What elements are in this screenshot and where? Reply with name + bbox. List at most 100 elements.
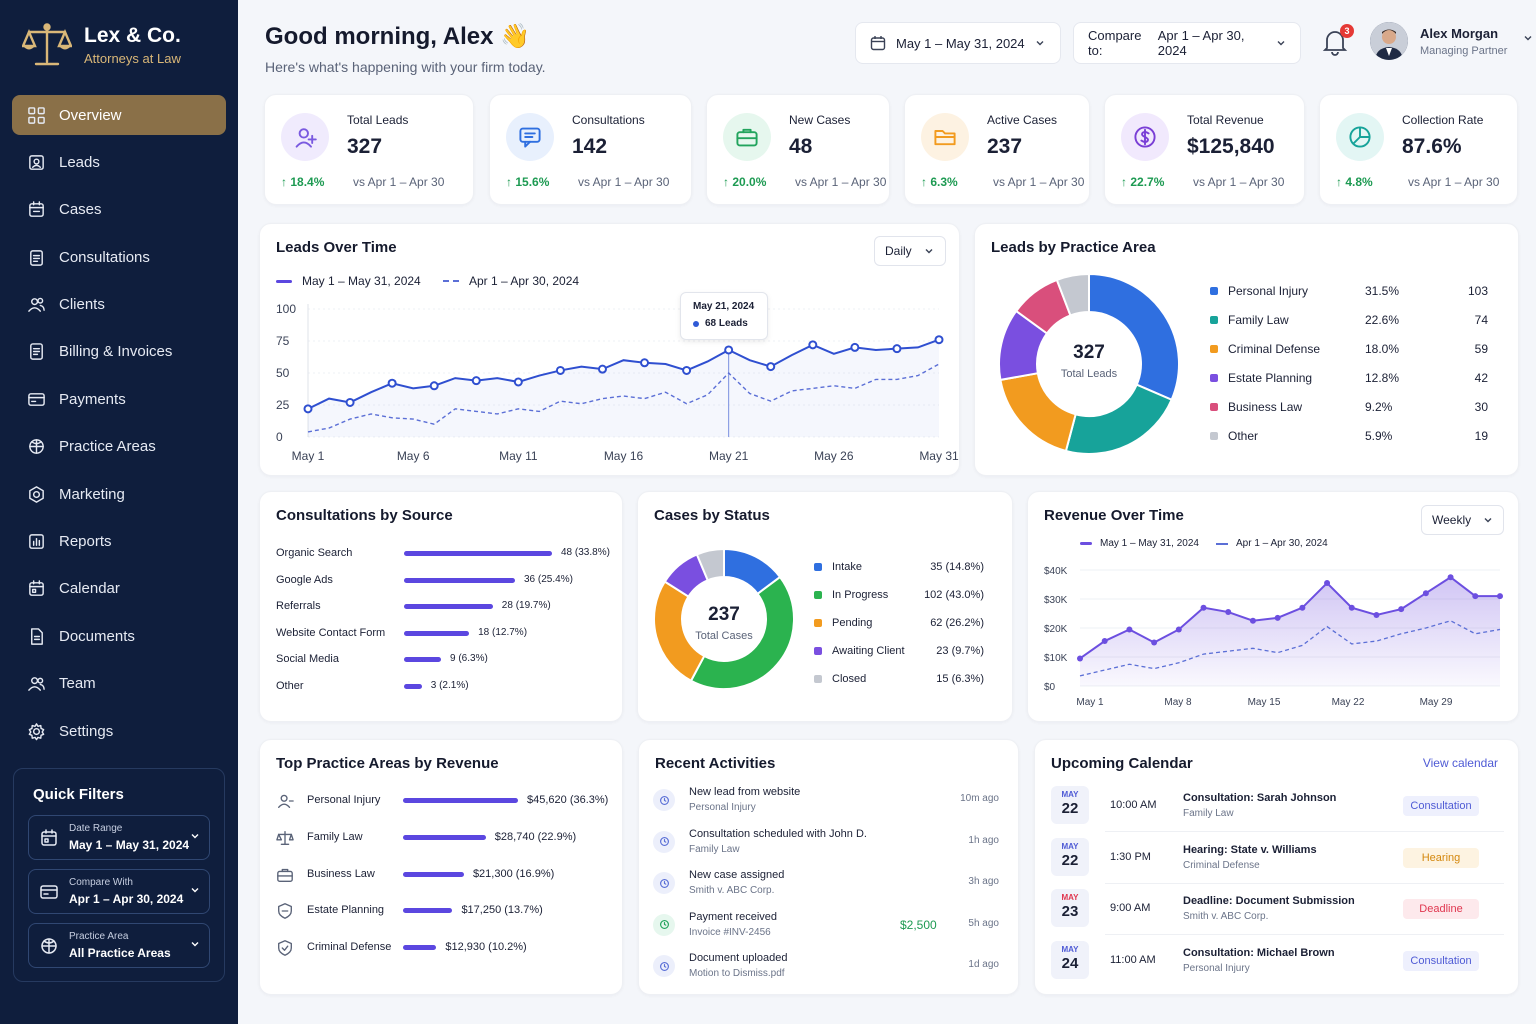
sidebar-item-cases[interactable]: Cases [12, 190, 226, 230]
quick-filter-compare-with[interactable]: Compare With Apr 1 – Apr 30, 2024 [28, 869, 210, 914]
event-title[interactable]: Hearing: State v. Williams [1183, 843, 1317, 856]
event-subtitle: Criminal Defense [1183, 859, 1260, 871]
event-date: MAY 22 [1051, 786, 1089, 824]
leads-line-chart: 100 75 50 25 0 May 1 May 6 May 11 May 16 May 21 Ma… [276, 302, 959, 463]
activity-time: 5h ago [968, 917, 999, 929]
sidebar-item-reports[interactable]: Reports [12, 522, 226, 562]
y-tick-label: $20K [1044, 624, 1068, 635]
x-tick-label: May 1 [1076, 697, 1104, 708]
kpi-label: Total Revenue [1187, 113, 1264, 127]
granularity-dropdown[interactable]: Weekly [1421, 505, 1504, 535]
compare-range-value: Apr 1 – Apr 30, 2024 [1157, 28, 1245, 58]
practice-area-value: $21,300 (16.9%) [472, 867, 555, 880]
data-point [387, 378, 397, 388]
activity-title[interactable]: Document uploaded [689, 952, 788, 965]
sidebar-item-label: Documents [59, 627, 135, 645]
activity-title[interactable]: Payment received [689, 910, 778, 923]
legend-count: 19 [1474, 429, 1488, 443]
quick-filter-date-range[interactable]: Date Range May 1 – May 31, 2024 [28, 815, 210, 860]
granularity-dropdown[interactable]: Daily [874, 236, 946, 266]
event-title[interactable]: Consultation: Michael Brown [1183, 946, 1335, 959]
kpi-card-new-cases[interactable]: New Cases 48 ↑ 20.0% vs Apr 1 – Apr 30 [706, 94, 890, 205]
divider [1105, 831, 1504, 832]
kpi-delta: ↑ 4.8% [1336, 175, 1373, 189]
sidebar-item-overview[interactable]: Overview [12, 95, 226, 135]
chevron-down-icon [190, 831, 200, 841]
activity-title[interactable]: New lead from website [689, 786, 801, 798]
event-day: 22 [1061, 851, 1079, 869]
kpi-comparison: vs Apr 1 – Apr 30 [1193, 175, 1285, 189]
y-tick-label: 0 [276, 430, 283, 444]
arrow-up-icon: ↑ [506, 175, 512, 189]
donut-center-value: 327 [1073, 342, 1105, 363]
compare-range-picker[interactable]: Compare to: Apr 1 – Apr 30, 2024 [1073, 22, 1301, 64]
brand-name: Lex & Co. [84, 24, 181, 48]
kpi-card-consultations[interactable]: Consultations 142 ↑ 15.6% vs Apr 1 – Apr 30 [489, 94, 692, 205]
view-calendar-link[interactable]: View calendar [1422, 756, 1498, 770]
x-tick-label: May 8 [1164, 697, 1192, 708]
kpi-card-collection-rate[interactable]: Collection Rate 87.6% ↑ 4.8% vs Apr 1 – Apr… [1319, 94, 1518, 205]
event-title[interactable]: Consultation: Sarah Johnson [1183, 792, 1337, 804]
event-title[interactable]: Deadline: Document Submission [1183, 895, 1355, 907]
event-time: 1:30 PM [1110, 850, 1151, 863]
legend-item: Personal Injury [1210, 284, 1308, 298]
data-point [1422, 590, 1429, 597]
y-tick-label: $30K [1044, 595, 1068, 606]
sidebar-item-team[interactable]: Team [12, 664, 226, 704]
briefcase-icon [276, 866, 294, 884]
quick-filter-practice-area[interactable]: Practice Area All Practice Areas [28, 923, 210, 968]
activity-time: 1d ago [968, 959, 999, 971]
activity-subtitle: Smith v. ABC Corp. [689, 885, 775, 897]
data-point [1324, 580, 1331, 587]
sidebar-item-practice-areas[interactable]: Practice Areas [12, 427, 226, 467]
kpi-value: $125,840 [1187, 135, 1275, 158]
payments-icon [39, 882, 59, 902]
date-range-picker[interactable]: May 1 – May 31, 2024 [855, 22, 1061, 64]
user-menu[interactable]: Alex Morgan Managing Partner [1370, 22, 1533, 60]
event-subtitle: Smith v. ABC Corp. [1183, 911, 1269, 922]
source-value: 3 (2.1%) [430, 680, 469, 691]
shield-icon [276, 902, 294, 920]
kpi-card-active-cases[interactable]: Active Cases 237 ↑ 6.3% vs Apr 1 – Apr 30 [904, 94, 1090, 205]
sidebar-item-consultations[interactable]: Consultations [12, 237, 226, 277]
scales-logo-icon [22, 22, 72, 68]
event-time: 9:00 AM [1110, 902, 1151, 914]
kpi-card-total-leads[interactable]: Total Leads 327 ↑ 18.4% vs Apr 1 – Apr 30 [264, 94, 474, 205]
card-title: Top Practice Areas by Revenue [276, 755, 499, 772]
activity-time: 1h ago [968, 834, 999, 846]
sidebar-item-billing-invoices[interactable]: Billing & Invoices [12, 332, 226, 372]
bell-icon[interactable] [1322, 28, 1348, 56]
kpi-label: New Cases [789, 113, 851, 127]
series-line-current [307, 338, 940, 410]
kpi-value: 327 [347, 135, 383, 158]
kpi-value: 48 [789, 135, 813, 158]
series-area [1080, 577, 1500, 686]
activity-subtitle: Motion to Dismiss.pdf [689, 968, 785, 980]
sidebar-item-documents[interactable]: Documents [12, 616, 226, 656]
legend-item: Criminal Defense [1210, 342, 1320, 356]
sidebar-item-leads[interactable]: Leads [12, 142, 226, 182]
consultations-icon [26, 247, 46, 267]
user-name: Alex Morgan [1420, 25, 1499, 41]
kpi-delta: ↑ 15.6% [506, 175, 550, 189]
activity-title[interactable]: Consultation scheduled with John D. [689, 827, 867, 840]
user-role: Managing Partner [1420, 44, 1508, 57]
sidebar-item-marketing[interactable]: Marketing [12, 474, 226, 514]
sidebar-item-clients[interactable]: Clients [12, 285, 226, 325]
documents-icon [26, 626, 46, 646]
sidebar-item-settings[interactable]: Settings [12, 711, 226, 751]
sidebar-item-payments[interactable]: Payments [12, 379, 226, 419]
x-tick-label: May 21 [709, 449, 749, 463]
sidebar-item-label: Reports [59, 533, 112, 551]
activity-subtitle: Personal Injury [689, 802, 756, 813]
activity-title[interactable]: New case assigned [689, 869, 785, 882]
brand[interactable]: Lex & Co. Attorneys at Law [22, 22, 181, 68]
legend-percent: 31.5% [1365, 284, 1400, 298]
data-point [345, 397, 355, 407]
upcoming-calendar-card: Upcoming Calendar View calendar MAY 22 10:… [1034, 739, 1519, 995]
legend-label: Pending [832, 617, 873, 629]
event-tag: Consultation [1403, 950, 1479, 971]
legend-percent: 12.8% [1365, 371, 1400, 385]
kpi-card-total-revenue[interactable]: Total Revenue $125,840 ↑ 22.7% vs Apr 1 – A… [1104, 94, 1305, 205]
sidebar-item-calendar[interactable]: Calendar [12, 569, 226, 609]
